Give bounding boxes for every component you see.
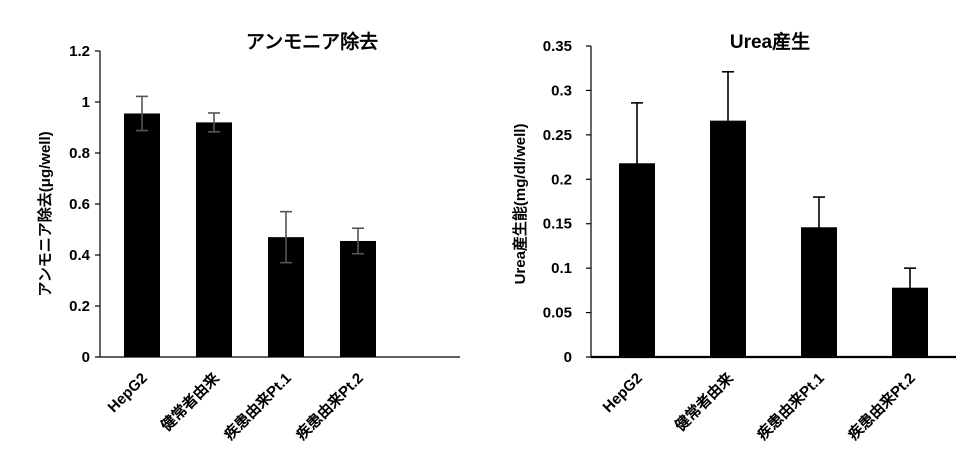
bar <box>340 240 376 357</box>
y-tick-label: 0.3 <box>551 82 572 99</box>
x-category-label: 疾患由来Pt.1 <box>753 369 828 444</box>
x-category-label: 疾患由来Pt.1 <box>220 369 295 444</box>
y-tick-label: 0.15 <box>543 216 572 233</box>
chart-title: アンモニア除去 <box>246 30 378 53</box>
bar <box>124 113 160 357</box>
y-tick-label: 0 <box>564 349 572 366</box>
y-tick-label: 0.35 <box>543 38 572 55</box>
y-tick-label: 0.2 <box>69 298 90 315</box>
x-category-label: 健常者由来 <box>671 368 737 434</box>
y-tick-label: 0.4 <box>69 247 91 264</box>
y-tick-label: 0.8 <box>69 145 90 162</box>
chart-ammonia-removal: アンモニア除去 アンモニア除去(μg/well) 0 0.2 0.4 0.6 0.8 1 1… <box>36 30 460 444</box>
y-tick-label: 0 <box>82 349 90 366</box>
x-category-label: HepG2 <box>600 370 646 416</box>
chart-urea-production: Urea産生 Urea産生能(mg/dl/well) 0 0.05 0.1 0.15 0… <box>511 30 956 444</box>
x-category-label: 健常者由来 <box>157 368 223 434</box>
y-tick-label: 0.25 <box>543 127 572 144</box>
y-axis-label: アンモニア除去(μg/well) <box>36 131 54 296</box>
y-tick-label: 0.1 <box>551 260 572 277</box>
bar <box>196 122 232 358</box>
x-category-label: 疾患由来Pt.2 <box>292 369 367 444</box>
x-category-label: 疾患由来Pt.2 <box>844 369 919 444</box>
y-tick-label: 0.2 <box>551 171 572 188</box>
x-category-label: HepG2 <box>105 370 151 416</box>
y-tick-label: 1 <box>82 94 90 111</box>
y-tick-label: 0.05 <box>543 305 572 322</box>
y-tick-label: 0.6 <box>69 196 90 213</box>
chart-title: Urea産生 <box>730 30 810 53</box>
y-axis-label: Urea産生能(mg/dl/well) <box>511 124 529 285</box>
y-tick-label: 1.2 <box>69 43 90 60</box>
